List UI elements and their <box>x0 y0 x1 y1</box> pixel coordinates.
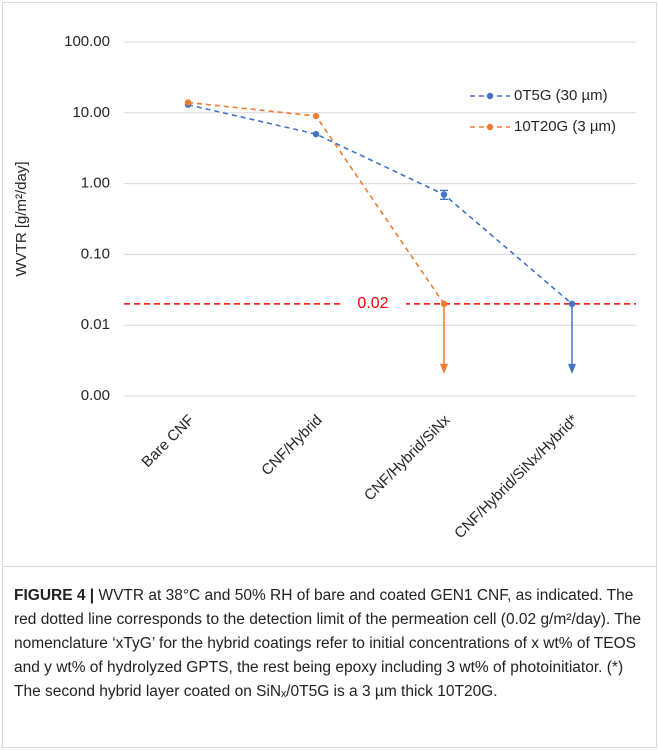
x-tick-label: CNF/Hybrid <box>258 412 325 479</box>
point <box>440 191 448 198</box>
point <box>312 130 320 138</box>
chart: WVTR [g/m²/day] 0.00 0.01 0.10 1.00 10.00 100… <box>13 33 636 543</box>
arrow-head <box>440 363 448 374</box>
point <box>312 112 320 120</box>
legend-label: 10T20G (3 µm) <box>514 118 616 135</box>
caption-label: FIGURE 4 | <box>14 587 95 604</box>
label-bg <box>340 293 406 314</box>
caption: FIGURE 4 | WVTR at 38°C and 50% RH of ba… <box>14 584 644 704</box>
divider <box>3 566 656 567</box>
y-tick-label: 0.01 <box>81 316 110 333</box>
legend-marker <box>486 123 494 131</box>
legend-marker <box>486 92 494 100</box>
y-tick-label: 100.00 <box>64 33 110 50</box>
x-tick-label: CNF/Hybrid/SiNx <box>361 411 454 504</box>
y-axis-title: WVTR [g/m²/day] <box>13 161 30 276</box>
point <box>184 99 192 106</box>
detection-limit-label: 0.02 <box>357 295 388 312</box>
y-tick-label: 0.00 <box>81 387 110 404</box>
y-tick-label: 10.00 <box>72 104 110 121</box>
y-tick-label: 1.00 <box>81 175 110 192</box>
y-tick-label: 0.10 <box>81 245 110 262</box>
caption-text: WVTR at 38°C and 50% RH of bare and coat… <box>14 587 641 700</box>
x-tick-label: CNF/Hybrid/SiNx/Hybrid* <box>451 412 582 543</box>
legend-label: 0T5G (30 µm) <box>514 87 608 104</box>
arrow-head <box>568 363 576 374</box>
series-line <box>187 103 573 305</box>
x-tick-label: Bare CNF <box>138 412 197 471</box>
